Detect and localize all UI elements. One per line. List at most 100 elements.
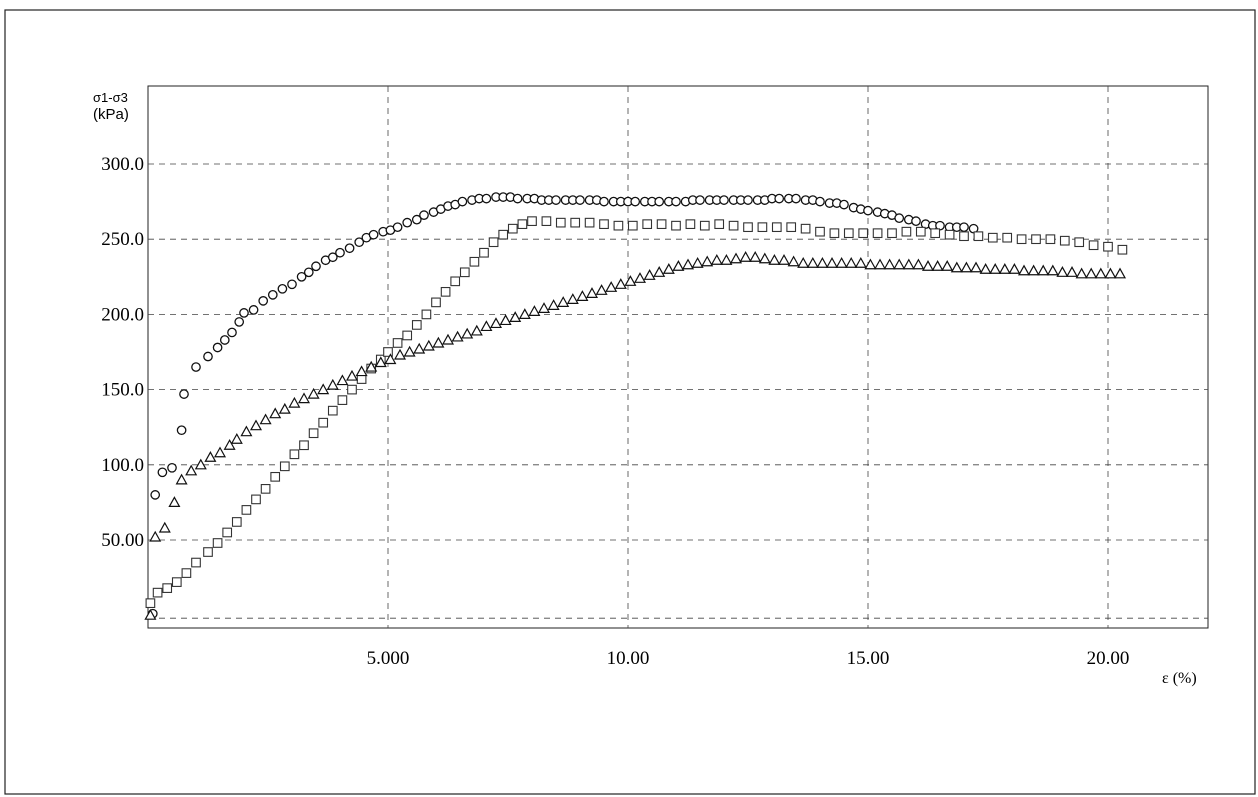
triangle-point [403,345,416,357]
circle-point [774,193,785,204]
circle-point [157,467,168,478]
triangle-point [1113,267,1127,279]
circle-point [719,195,729,205]
circle-point [392,222,403,233]
square-point [642,219,653,230]
triangle-point [1104,267,1117,279]
square-point [599,219,609,230]
square-point [308,428,319,439]
square-point [459,267,470,278]
square-point [383,347,393,357]
circle-point [911,216,921,227]
square-point [786,222,797,233]
square-point [260,484,271,494]
square-point [743,222,753,233]
square-point [627,220,638,231]
y-tick-labels: 50.00 100.0 150.0 200.0 250.0 300.0 [101,154,144,551]
square-point [507,223,518,234]
y-tick-label: 300.0 [101,154,144,175]
triangle-point [422,339,435,351]
x-tick-labels: 5.000 10.00 15.00 20.00 [367,648,1130,669]
square-point [450,276,461,287]
circle-point [179,389,189,399]
triangle-point [1046,264,1059,276]
circle-point [248,305,259,315]
circle-point [267,289,278,300]
square-point [337,395,348,405]
triangle-point [297,392,311,404]
circle-point [671,196,681,207]
triangle-point [998,263,1011,274]
circle-point [239,308,249,318]
triangle-point [816,257,829,268]
circle-point [176,425,187,436]
circle-point [335,247,345,258]
square-point [527,216,537,227]
circle-point [695,195,705,205]
square-point [203,547,213,557]
triangle-point [317,383,330,395]
circle-point [630,196,641,207]
triangle-point [374,356,387,368]
triangle-point [1085,267,1098,279]
square-point [469,256,480,267]
triangle-point [432,336,445,348]
circle-point [481,193,492,204]
triangle-point [365,360,378,372]
triangle-point [470,324,483,336]
grid-lines [148,86,1208,628]
triangle-point [288,396,301,408]
triangle-point [307,387,320,399]
triangle-point [979,263,992,274]
square-point [318,417,329,428]
square-point [714,219,725,230]
circle-point [791,193,801,204]
circle-point [863,205,873,216]
triangle-point [194,458,207,470]
triangle-point [499,314,512,326]
square-point [858,228,869,239]
circle-point [839,199,849,210]
square-point [685,219,696,230]
square-point [289,449,300,460]
y-tick-label: 250.0 [101,229,144,250]
circle-point [219,335,230,345]
square-point [181,568,192,578]
data-points [144,192,1128,620]
square-point [171,577,182,587]
triangle-point [768,254,781,265]
circle-point [411,214,422,225]
triangle-point [384,353,397,365]
triangle-point [739,251,752,262]
triangle-point [749,251,762,262]
triangle-point [451,330,464,342]
triangle-point [883,258,896,270]
square-point [872,228,883,239]
triangle-point [1094,267,1107,279]
triangle-point [1037,264,1050,276]
triangle-point [701,255,714,267]
series-triangle [144,251,1127,620]
triangle-point [595,284,608,295]
triangle-point [624,275,637,286]
square-point [241,505,252,515]
triangle-point [931,260,944,271]
triangle-point [259,413,272,425]
circle-point [327,252,338,263]
square-point [498,229,509,240]
y-axis-symbol: σ1-σ3 [93,90,128,105]
triangle-point [921,260,935,271]
page-border [4,9,1256,795]
triangle-point [672,260,685,271]
square-point [488,237,499,248]
triangle-point [1027,264,1040,276]
square-point [231,517,242,527]
triangle-point [845,257,858,268]
triangle-point [528,305,541,316]
circle-point [599,196,609,207]
square-point [1117,244,1128,255]
x-tick-label: 20.00 [1087,648,1130,669]
square-point [930,228,941,239]
square-point [279,461,290,472]
